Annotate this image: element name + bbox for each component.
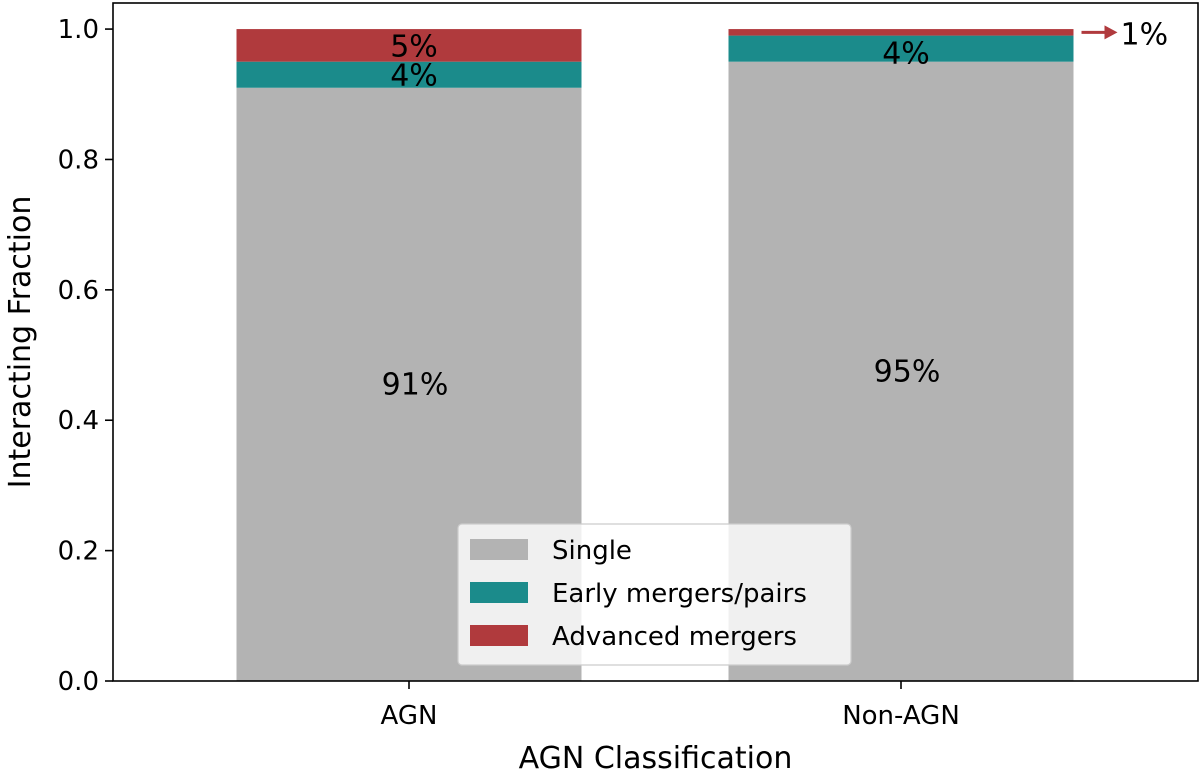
plot-frame bbox=[112, 2, 1199, 682]
bar-segment-2-2 bbox=[728, 35, 1074, 62]
legend-label: Single bbox=[552, 536, 632, 566]
y-tick-label: 0.0 bbox=[58, 667, 99, 697]
x-axis-title: AGN Classification bbox=[519, 741, 793, 771]
y-tick-label: 0.4 bbox=[58, 406, 99, 436]
x-tick-label: Non-AGN bbox=[842, 701, 960, 731]
bar-value-label: 91% bbox=[382, 367, 449, 402]
y-tick-label: 0.6 bbox=[58, 276, 99, 306]
bar-value-label: 4% bbox=[390, 59, 438, 94]
legend: Single Early mergers/pairs Advanced merger… bbox=[457, 523, 852, 666]
legend-swatch bbox=[470, 539, 528, 560]
bar-value-label: 95% bbox=[874, 354, 941, 389]
legend-swatch bbox=[470, 625, 528, 646]
legend-swatch bbox=[470, 582, 528, 603]
bar-segment-3-2 bbox=[728, 29, 1074, 36]
y-axis-title: Interacting Fraction bbox=[3, 196, 38, 489]
legend-label: Advanced mergers bbox=[552, 622, 797, 652]
bar-segment-2-1 bbox=[236, 61, 582, 88]
y-axis: 0.0 0.2 0.4 0.6 0.8 1.0 bbox=[58, 15, 113, 697]
annotation-arrow-head bbox=[1104, 25, 1118, 40]
x-axis: AGN Non-AGN bbox=[381, 681, 960, 731]
legend-label: Early mergers/pairs bbox=[552, 579, 807, 609]
y-tick-label: 0.2 bbox=[58, 537, 99, 567]
y-tick-label: 1.0 bbox=[58, 15, 99, 45]
bar-labels-layer: 91%4%5%95%4% bbox=[382, 29, 941, 402]
bar-value-label: 5% bbox=[390, 29, 438, 64]
outside-annotation: 1% bbox=[1081, 17, 1169, 52]
x-tick-label: AGN bbox=[381, 701, 438, 731]
annotation-label: 1% bbox=[1121, 17, 1169, 52]
bar-segment-3-1 bbox=[236, 29, 582, 62]
bar-value-label: 4% bbox=[882, 37, 930, 72]
y-tick-label: 0.8 bbox=[58, 145, 99, 175]
legend-box bbox=[457, 523, 852, 666]
